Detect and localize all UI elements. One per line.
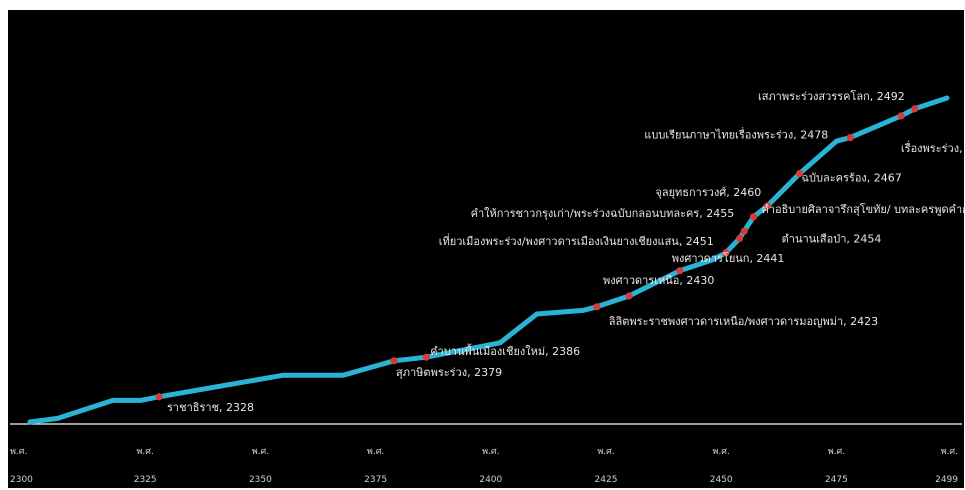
annotation-label: จุลยุทธการวงศ์, 2460 <box>655 186 761 199</box>
annotation-label: คำให้การชาวกรุงเก่า/พระร่วงฉบับกลอนบทละค… <box>471 207 735 220</box>
annotation-label: เสภาพระร่วงสวรรคโลก, 2492 <box>758 89 905 103</box>
annotation-label: สุภาษิตพระร่วง, 2379 <box>396 366 502 379</box>
data-point-marker <box>736 234 744 242</box>
x-axis-ticks: พ.ศ. 2300 พ.ศ. 2325 พ.ศ. 2350 พ.ศ. 2375 พ.ศ. 2400… <box>10 447 958 485</box>
x-tick-year-label: 2350 <box>249 475 272 485</box>
data-point-marker <box>740 227 748 235</box>
data-point-marker <box>422 353 430 361</box>
x-tick-year-label: 2375 <box>364 475 387 485</box>
x-tick-year-label: 2300 <box>10 475 33 485</box>
x-tick-year-label: 2475 <box>825 475 848 485</box>
x-tick-year-label: 2450 <box>710 475 733 485</box>
data-point-marker <box>846 134 854 142</box>
x-tick-era-label: พ.ศ. <box>10 447 27 457</box>
x-tick-era-label: พ.ศ. <box>597 447 614 457</box>
x-tick-era-label: พ.ศ. <box>252 447 269 457</box>
x-tick-era-label: พ.ศ. <box>828 447 845 457</box>
x-tick-era-label: พ.ศ. <box>367 447 384 457</box>
annotations: ราชาธิราช, 2328 สุภาษิตพระร่วง, 2379 คำบาน… <box>167 89 965 414</box>
annotation-label: ลิลิตพระราชพงศาวดารเหนือ/พงศาวดารมอญพม่า… <box>609 315 879 328</box>
x-tick-year-label: 2499 <box>935 475 958 485</box>
annotation-label: ราชาธิราช, 2328 <box>167 401 254 414</box>
x-tick-era-label: พ.ศ. <box>137 447 154 457</box>
data-point-marker <box>763 202 771 210</box>
data-point-marker <box>676 267 684 275</box>
annotation-label: คำบานพื้นเมืองเชียงใหม่, 2386 <box>430 343 580 358</box>
annotation-label: เที่ยวเมืองพระร่วง/พงศาวดารเมืองเงินยางเ… <box>439 233 714 248</box>
x-tick-year-label: 2400 <box>479 475 502 485</box>
data-markers <box>155 105 919 401</box>
data-point-marker <box>749 213 758 221</box>
x-tick-year-label: 2425 <box>595 475 618 485</box>
data-point-marker <box>795 170 804 178</box>
x-tick-era-label: พ.ศ. <box>713 447 730 457</box>
chart-panel <box>8 10 964 488</box>
data-point-marker <box>593 303 601 311</box>
data-point-marker <box>897 112 905 120</box>
data-point-marker <box>390 357 398 365</box>
annotation-label: คำอธิบายศิลาจารึกสุโขทัย/ บทละครพูดคำกลอ… <box>761 202 965 216</box>
annotation-label: แบบเรียนภาษาไทยเรื่องพระร่วง, 2478 <box>644 127 828 142</box>
x-tick-era-label: พ.ศ. <box>482 447 499 457</box>
annotation-label: ฉบับละครร้อง, 2467 <box>802 172 902 185</box>
annotation-label: พงศาวดารเหนือ, 2430 <box>603 274 714 287</box>
annotation-label: พงศาวดารโยนก, 2441 <box>672 251 785 265</box>
x-tick-year-label: 2325 <box>134 475 157 485</box>
x-tick-era-label: พ.ศ. <box>941 447 958 457</box>
data-point-marker <box>722 249 730 257</box>
annotation-label: เรื่องพระร่วง, 2489 <box>901 140 965 155</box>
data-point-marker <box>625 292 633 300</box>
annotation-label: ตำนานเสือป่า, 2454 <box>782 232 882 245</box>
data-point-marker <box>155 393 163 401</box>
data-point-marker <box>911 105 919 113</box>
